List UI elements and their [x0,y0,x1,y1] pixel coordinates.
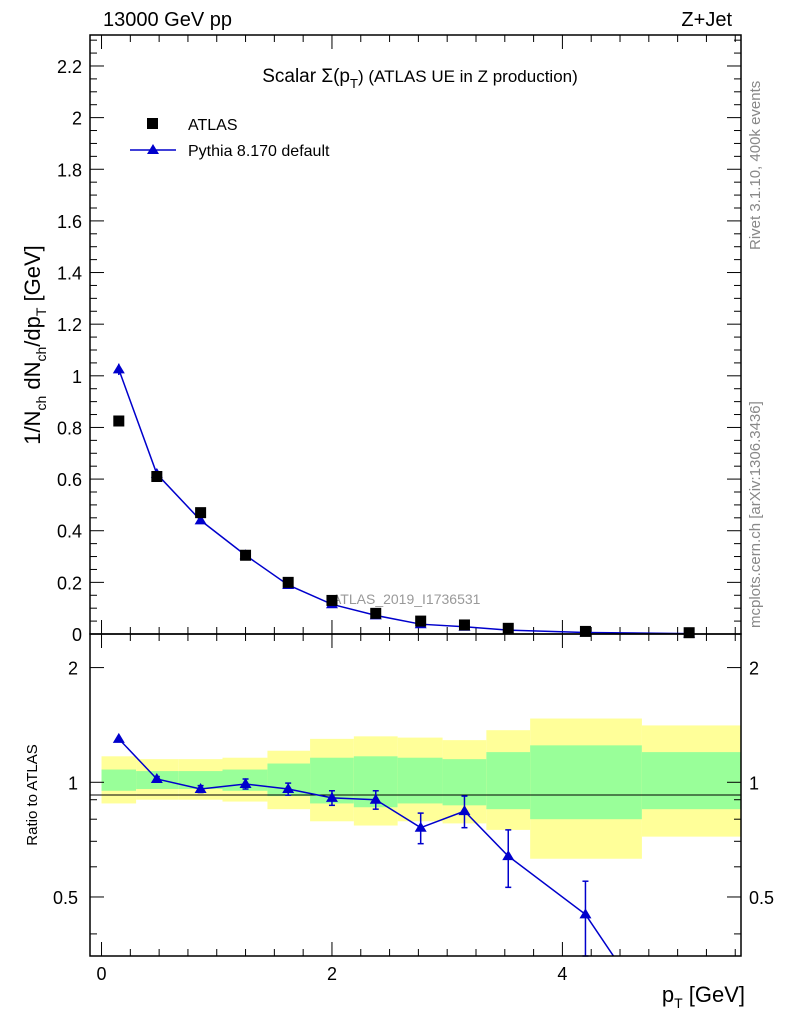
x-tick-label: 0 [97,964,107,984]
ratio-y-tick-label: 0.5 [53,888,78,908]
atlas-point [579,625,591,637]
main-y-tick-label: 1.2 [57,315,82,335]
ratio-y-tick-label-right: 1 [749,773,759,793]
main-y-tick-label: 0.2 [57,573,82,593]
ratio-pythia-point [112,732,125,743]
main-panel: 0 0.2 0.4 0.6 0.8 1 1.2 1.4 1.6 1.8 2 2.2 ATLAS_201… [20,34,742,645]
watermark: ATLAS_2019_I1736531 [332,591,481,607]
legend-label-pythia: Pythia 8.170 default [188,143,330,160]
ratio-pythia-point [579,908,592,919]
ratio-pythia-line [118,738,615,956]
x-tick-label: 2 [327,964,337,984]
main-series [112,363,696,639]
atlas-point [282,576,294,588]
atlas-point [151,471,163,483]
atlas-point [195,507,207,519]
atlas-point [326,594,338,606]
main-y-tick-label: 1 [72,367,82,387]
main-y-tick-label: 1.8 [57,160,82,180]
main-y-tick-label: 2.2 [57,57,82,77]
atlas-point [415,615,427,627]
main-y-tick-label: 1.4 [57,264,82,284]
ratio-pythia-point [502,850,515,861]
atlas-point [683,627,695,639]
ratio-pythia-point [282,783,295,794]
ratio-inner-band [101,769,137,791]
ratio-ticks [90,634,741,956]
legend-marker-pythia [147,144,159,154]
ratio-pythia-point [194,783,207,794]
mcplots-label: mcplots.cern.ch [arXiv:1306.3436] [747,401,764,628]
main-y-tick-label: 0 [72,625,82,645]
ratio-inner-band [397,757,443,804]
legend: ATLAS Pythia 8.170 default [130,117,330,160]
x-axis-label: pT [GeV] [662,982,745,1011]
atlas-point [458,619,470,631]
main-y-tick-label: 0.6 [57,470,82,490]
ratio-pythia-point [414,821,427,832]
main-y-tick-labels: 0 0.2 0.4 0.6 0.8 1 1.2 1.4 1.6 1.8 2 2.2 [57,57,82,645]
y-axis-label: 1/Nch dNch/dpT [GeV] [20,245,49,445]
ratio-pythia-point [150,773,163,784]
main-y-tick-label: 2 [72,109,82,129]
x-tick-labels: 0 2 4 [97,964,568,984]
main-ticks [90,35,741,635]
main-y-tick-label: 1.6 [57,212,82,232]
ratio-panel: 0.5 0.5 1 1 2 2 0 2 4 Ratio to ATLAS pT [GeV] [24,633,774,1011]
ratio-inner-band [530,745,642,820]
ratio-pythia-point [458,805,471,816]
ratio-y-tick-label: 2 [68,659,78,679]
atlas-point [240,549,252,561]
ratio-pythia-point [369,793,382,804]
pythia-line [118,369,690,635]
pythia-point [112,363,125,374]
legend-marker-atlas [147,118,158,129]
ratio-inner-band [178,771,223,790]
process-label: Z+Jet [681,9,732,31]
ratio-y-tick-label-right: 2 [749,659,759,679]
ratio-y-axis-label: Ratio to ATLAS [24,744,41,845]
ratio-inner-band [641,752,741,810]
ratio-inner-band [486,752,531,810]
main-y-tick-label: 0.8 [57,418,82,438]
legend-label-atlas: ATLAS [188,117,238,134]
svg-text:1/Nch dNch/dpT [GeV]: 1/Nch dNch/dpT [GeV] [20,245,49,445]
chart-title: Scalar Σ(pT) (ATLAS UE in Z production) [262,66,578,91]
rivet-version-label: Rivet 3.1.10, 400k events [747,81,764,250]
x-tick-label: 4 [557,964,567,984]
ratio-pythia-point [325,791,338,802]
atlas-point [502,622,514,634]
ratio-y-tick-label: 1 [68,773,78,793]
energy-label: 13000 GeV pp [103,9,232,31]
ratio-y-tick-label-right: 0.5 [749,888,774,908]
ratio-line-group [118,738,615,956]
ratio-frame [89,633,742,957]
ratio-pythia-point [239,777,252,788]
atlas-point [370,607,382,619]
ratio-y-tick-labels: 0.5 0.5 1 1 2 2 [53,659,774,908]
pythia-point [194,514,207,525]
atlas-point [113,415,125,427]
main-y-tick-label: 0.4 [57,522,82,542]
